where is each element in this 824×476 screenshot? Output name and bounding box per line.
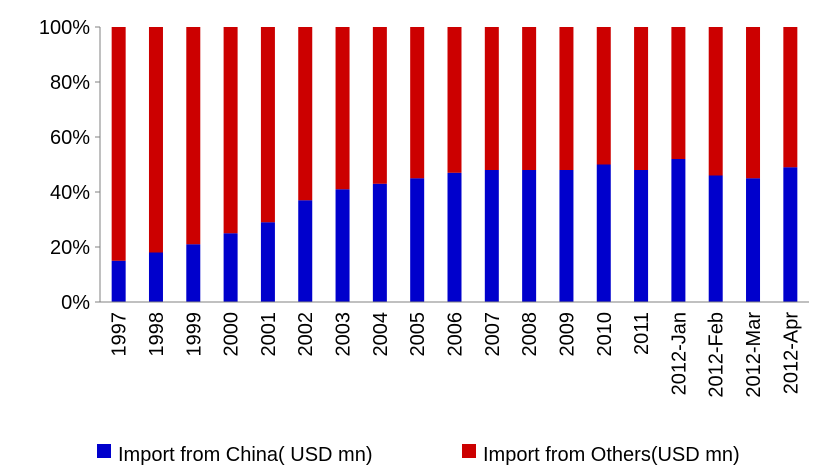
bar-china-1998 (148, 252, 163, 302)
bar-others-2005 (410, 27, 425, 179)
bar-others-1999 (186, 27, 201, 245)
bar-china-1999 (186, 244, 201, 302)
x-tick-label: 2008 (519, 312, 541, 357)
x-tick-label: 2002 (295, 312, 317, 357)
bar-china-2005 (410, 178, 425, 302)
bar-china-2008 (522, 170, 537, 302)
x-tick-label: 2001 (258, 312, 280, 357)
bar-others-2012-Mar (746, 27, 761, 179)
bar-china-2007 (484, 170, 499, 302)
bar-others-2000 (223, 27, 238, 234)
x-tick-label: 2011 (631, 312, 653, 355)
bar-others-2008 (522, 27, 537, 170)
legend: Import from China( USD mn) Import from O… (97, 444, 740, 466)
y-tick-label: 20% (50, 237, 90, 259)
bar-others-2001 (260, 27, 275, 223)
x-tick-label: 2009 (556, 312, 578, 357)
x-tick-label: 2012-Apr (780, 312, 802, 395)
bar-china-2006 (447, 172, 462, 302)
bar-others-1998 (148, 27, 163, 253)
y-tick-label: 100% (39, 17, 90, 39)
x-axis: 1997 1998 1999 2000 2001 2002 2003 2004 2005 2006… (100, 301, 809, 398)
x-tick-label: 2012-Feb (706, 312, 728, 398)
bar-china-2004 (372, 183, 387, 302)
x-tick-label: 2000 (221, 312, 243, 357)
bar-china-2010 (596, 164, 611, 302)
bar-others-2012-Apr (783, 27, 798, 168)
bar-others-2011 (634, 27, 649, 170)
x-tick-label: 1998 (146, 312, 168, 357)
bar-china-2001 (260, 222, 275, 302)
bar-china-2012-Mar (746, 178, 761, 302)
y-tick-label: 80% (50, 72, 90, 94)
legend-item-others: Import from Others(USD mn) (462, 444, 740, 466)
x-tick-label: 2012-Jan (668, 312, 690, 395)
legend-item-china: Import from China( USD mn) (97, 444, 373, 466)
bar-others-1997 (111, 27, 126, 261)
bar-china-1997 (111, 260, 126, 302)
bar-others-2006 (447, 27, 462, 173)
bar-china-2009 (559, 170, 574, 302)
y-tick-label: 0% (61, 292, 90, 314)
legend-swatch-china (97, 444, 111, 458)
x-tick-label: 1999 (183, 312, 205, 357)
bar-china-2011 (634, 170, 649, 302)
x-tick-label: 2006 (445, 312, 467, 357)
x-tick-label: 2012-Mar (743, 312, 765, 398)
legend-label-others: Import from Others(USD mn) (483, 444, 740, 466)
bar-china-2003 (335, 189, 350, 302)
bar-china-2002 (298, 200, 313, 302)
bar-china-2012-Apr (783, 167, 798, 302)
x-tick-label: 2005 (407, 312, 429, 357)
bar-others-2009 (559, 27, 574, 170)
bar-china-2012-Feb (708, 175, 723, 302)
bar-others-2007 (484, 27, 499, 170)
bar-others-2003 (335, 27, 350, 190)
bar-others-2004 (372, 27, 387, 184)
x-tick-label: 1997 (109, 312, 131, 357)
legend-swatch-others (462, 444, 476, 458)
y-tick-label: 60% (50, 127, 90, 149)
y-axis: 0% 20% 40% 60% 80% 100% (39, 17, 101, 314)
bar-others-2010 (596, 27, 611, 165)
bar-others-2012-Feb (708, 27, 723, 176)
bar-others-2002 (298, 27, 313, 201)
legend-label-china: Import from China( USD mn) (118, 444, 373, 466)
x-tick-label: 2007 (482, 312, 504, 357)
bars (111, 27, 798, 302)
y-tick-label: 40% (50, 182, 90, 204)
bar-china-2012-Jan (671, 159, 686, 302)
bar-others-2012-Jan (671, 27, 686, 159)
bar-china-2000 (223, 233, 238, 302)
x-tick-label: 2004 (370, 312, 392, 357)
x-tick-label: 2010 (594, 312, 616, 357)
x-tick-label: 2003 (333, 312, 355, 357)
